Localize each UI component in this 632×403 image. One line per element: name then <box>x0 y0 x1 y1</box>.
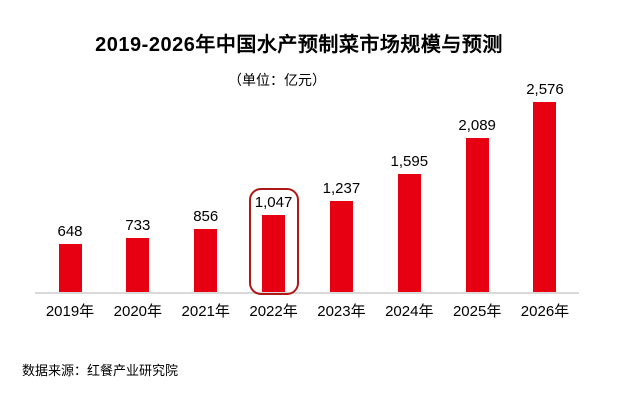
x-axis-label: 2026年 <box>520 303 570 320</box>
x-axis-label: 2021年 <box>181 303 230 320</box>
bar-value-label: 2,576 <box>526 81 564 98</box>
bar <box>58 244 82 292</box>
bar-value-label: 856 <box>193 208 219 225</box>
bar-value-label: 2,089 <box>458 117 496 134</box>
bar <box>194 229 218 292</box>
bar-value-label: 1,047 <box>254 194 293 211</box>
bar <box>533 102 557 292</box>
bar-value-label: 1,237 <box>322 180 361 197</box>
bar-value-label: 1,595 <box>390 153 429 170</box>
bar <box>397 174 421 292</box>
x-axis-label: 2023年 <box>317 303 366 320</box>
x-axis-label: 2022年 <box>249 303 298 320</box>
bar <box>329 201 353 292</box>
unit-label: （单位：亿元） <box>228 72 326 88</box>
x-axis-label: 2024年 <box>385 303 434 320</box>
bar <box>465 138 489 292</box>
bar-value-label: 733 <box>125 217 151 234</box>
highlight-box <box>248 188 299 295</box>
x-axis-label: 2025年 <box>452 303 502 320</box>
x-axis-label: 2019年 <box>45 303 95 320</box>
bar <box>126 238 150 292</box>
bar-value-label: 648 <box>57 223 83 240</box>
bar <box>262 215 286 292</box>
x-axis-line <box>35 292 579 294</box>
data-source: 数据来源：红餐产业研究院 <box>22 363 179 378</box>
chart-title: 2019-2026年中国水产预制菜市场规模与预测 <box>95 34 503 56</box>
x-axis-label: 2020年 <box>113 303 163 320</box>
